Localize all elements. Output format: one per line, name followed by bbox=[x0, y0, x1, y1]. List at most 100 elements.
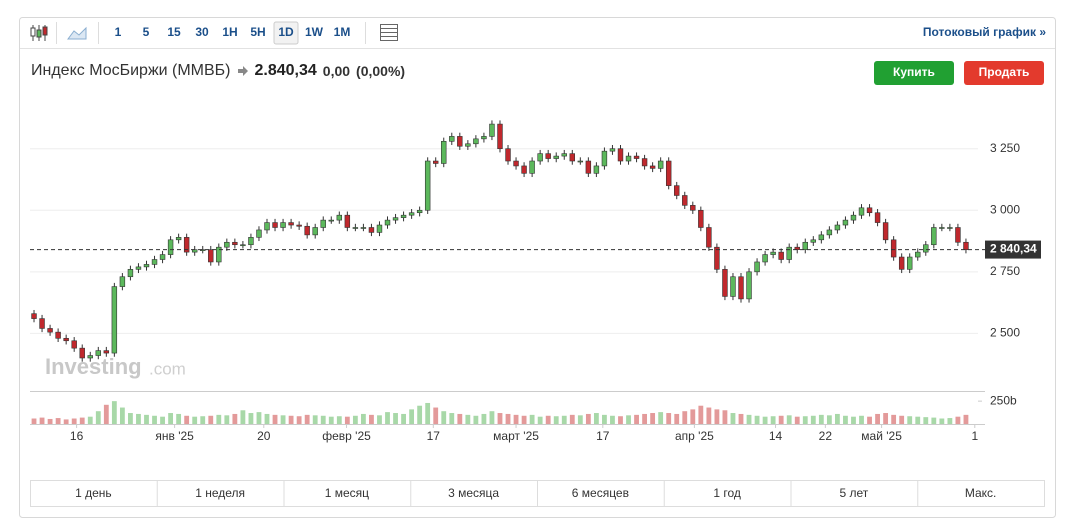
range-button[interactable]: 1 месяц bbox=[325, 486, 369, 500]
volume-bar bbox=[786, 415, 792, 424]
volume-bar bbox=[602, 414, 607, 424]
range-button[interactable]: 5 лет bbox=[839, 486, 868, 500]
range-button[interactable]: Макс. bbox=[965, 486, 997, 500]
candle-body bbox=[706, 227, 712, 248]
header: Индекс МосБиржи (ММВБ) 2.840,34 0,00 (0,… bbox=[31, 60, 405, 82]
candle-body bbox=[585, 160, 592, 174]
volume-bar bbox=[545, 415, 551, 424]
candle-body bbox=[441, 141, 447, 164]
change: 0,00 bbox=[322, 63, 351, 79]
volume-bar bbox=[409, 409, 415, 424]
volume-bar bbox=[577, 415, 583, 424]
volume-bar bbox=[457, 413, 463, 424]
volume-bar bbox=[176, 413, 182, 424]
candle-body bbox=[39, 318, 45, 329]
interval-button[interactable]: 1D bbox=[278, 25, 294, 39]
x-tick-label: 16 bbox=[70, 429, 84, 443]
candle-body bbox=[95, 350, 101, 356]
volume-bar bbox=[867, 416, 872, 424]
volume-bar bbox=[706, 407, 712, 424]
candle-body bbox=[569, 153, 575, 162]
volume-bar bbox=[256, 412, 262, 424]
volume-bar bbox=[433, 407, 439, 424]
volume-bar bbox=[248, 413, 254, 424]
range-button[interactable]: 3 месяца bbox=[448, 486, 499, 500]
candle-body bbox=[826, 229, 833, 236]
candle-body bbox=[416, 209, 423, 214]
range-button[interactable]: 1 день bbox=[75, 486, 112, 500]
volume-bar bbox=[666, 413, 672, 424]
volume-bar bbox=[891, 414, 897, 424]
candle-body bbox=[135, 266, 142, 270]
interval-button[interactable]: 1H bbox=[222, 25, 237, 39]
volume-bar bbox=[288, 415, 294, 424]
volume-bar bbox=[232, 413, 238, 424]
candle-body bbox=[352, 227, 359, 229]
candle-body bbox=[232, 241, 238, 246]
interval-button[interactable]: 15 bbox=[167, 25, 181, 39]
volume-bar bbox=[103, 404, 109, 424]
sell-button[interactable] bbox=[964, 61, 1044, 85]
x-tick-label: 20 bbox=[257, 429, 271, 443]
volume-bar bbox=[360, 413, 366, 424]
candle-body bbox=[457, 136, 463, 147]
x-tick-label: янв '25 bbox=[155, 429, 194, 443]
volume-bar bbox=[401, 413, 406, 424]
area-icon[interactable] bbox=[67, 26, 87, 40]
interval-button[interactable]: 30 bbox=[195, 25, 209, 39]
volume-bar bbox=[714, 409, 720, 424]
volume-bar bbox=[280, 415, 286, 424]
candle-body bbox=[288, 222, 294, 226]
candle-body bbox=[754, 261, 760, 273]
buy-label[interactable]: Купить bbox=[893, 65, 935, 79]
interval-button[interactable]: 1M bbox=[334, 25, 351, 39]
candle-body bbox=[577, 160, 584, 163]
interval-button[interactable]: 1 bbox=[115, 25, 122, 39]
candle-body bbox=[248, 237, 254, 246]
range-button[interactable]: 1 год bbox=[713, 486, 741, 500]
interval-button[interactable]: 5H bbox=[250, 25, 265, 39]
range-button[interactable]: 6 месяцев bbox=[572, 486, 629, 500]
volume-bar bbox=[859, 415, 864, 424]
volume-bar bbox=[328, 416, 334, 424]
x-tick-label: 22 bbox=[819, 429, 833, 443]
candle-body bbox=[553, 155, 559, 159]
candle-body bbox=[521, 165, 527, 174]
candle-body bbox=[714, 246, 720, 270]
volume-bar bbox=[698, 405, 704, 424]
volume-bar bbox=[883, 413, 889, 424]
interval-button[interactable]: 1W bbox=[305, 25, 324, 39]
candle-body bbox=[931, 227, 937, 246]
x-tick-label: май '25 bbox=[861, 429, 902, 443]
candle-body bbox=[216, 246, 222, 263]
volume-bar bbox=[899, 415, 905, 424]
candle-body bbox=[47, 328, 53, 333]
volume-bar bbox=[931, 417, 937, 424]
buy-button[interactable] bbox=[874, 61, 954, 85]
candle-body bbox=[312, 227, 318, 236]
candle-icon[interactable] bbox=[30, 25, 48, 41]
volume-bar bbox=[385, 412, 390, 424]
candle-body bbox=[834, 224, 841, 231]
volume-bar bbox=[762, 416, 768, 424]
volume-bar bbox=[537, 416, 543, 424]
table-icon[interactable] bbox=[380, 24, 398, 41]
x-tick-label: 1 bbox=[971, 429, 978, 443]
volume-bar bbox=[489, 411, 495, 424]
stream-link[interactable]: Потоковый график » bbox=[923, 25, 1046, 39]
candle-body bbox=[449, 136, 455, 142]
candle-body bbox=[625, 155, 632, 162]
range-button[interactable]: 1 неделя bbox=[195, 486, 245, 500]
candle-body bbox=[272, 222, 278, 228]
candle-body bbox=[111, 286, 118, 354]
candle-body bbox=[561, 153, 567, 157]
candle-body bbox=[545, 153, 551, 159]
sell-label[interactable]: Продать bbox=[979, 65, 1030, 79]
candle-body bbox=[328, 219, 334, 222]
candle-body bbox=[143, 264, 150, 268]
volume-bar bbox=[642, 413, 648, 424]
interval-button[interactable]: 5 bbox=[143, 25, 150, 39]
candle-body bbox=[882, 222, 889, 241]
candle-body bbox=[376, 224, 383, 233]
